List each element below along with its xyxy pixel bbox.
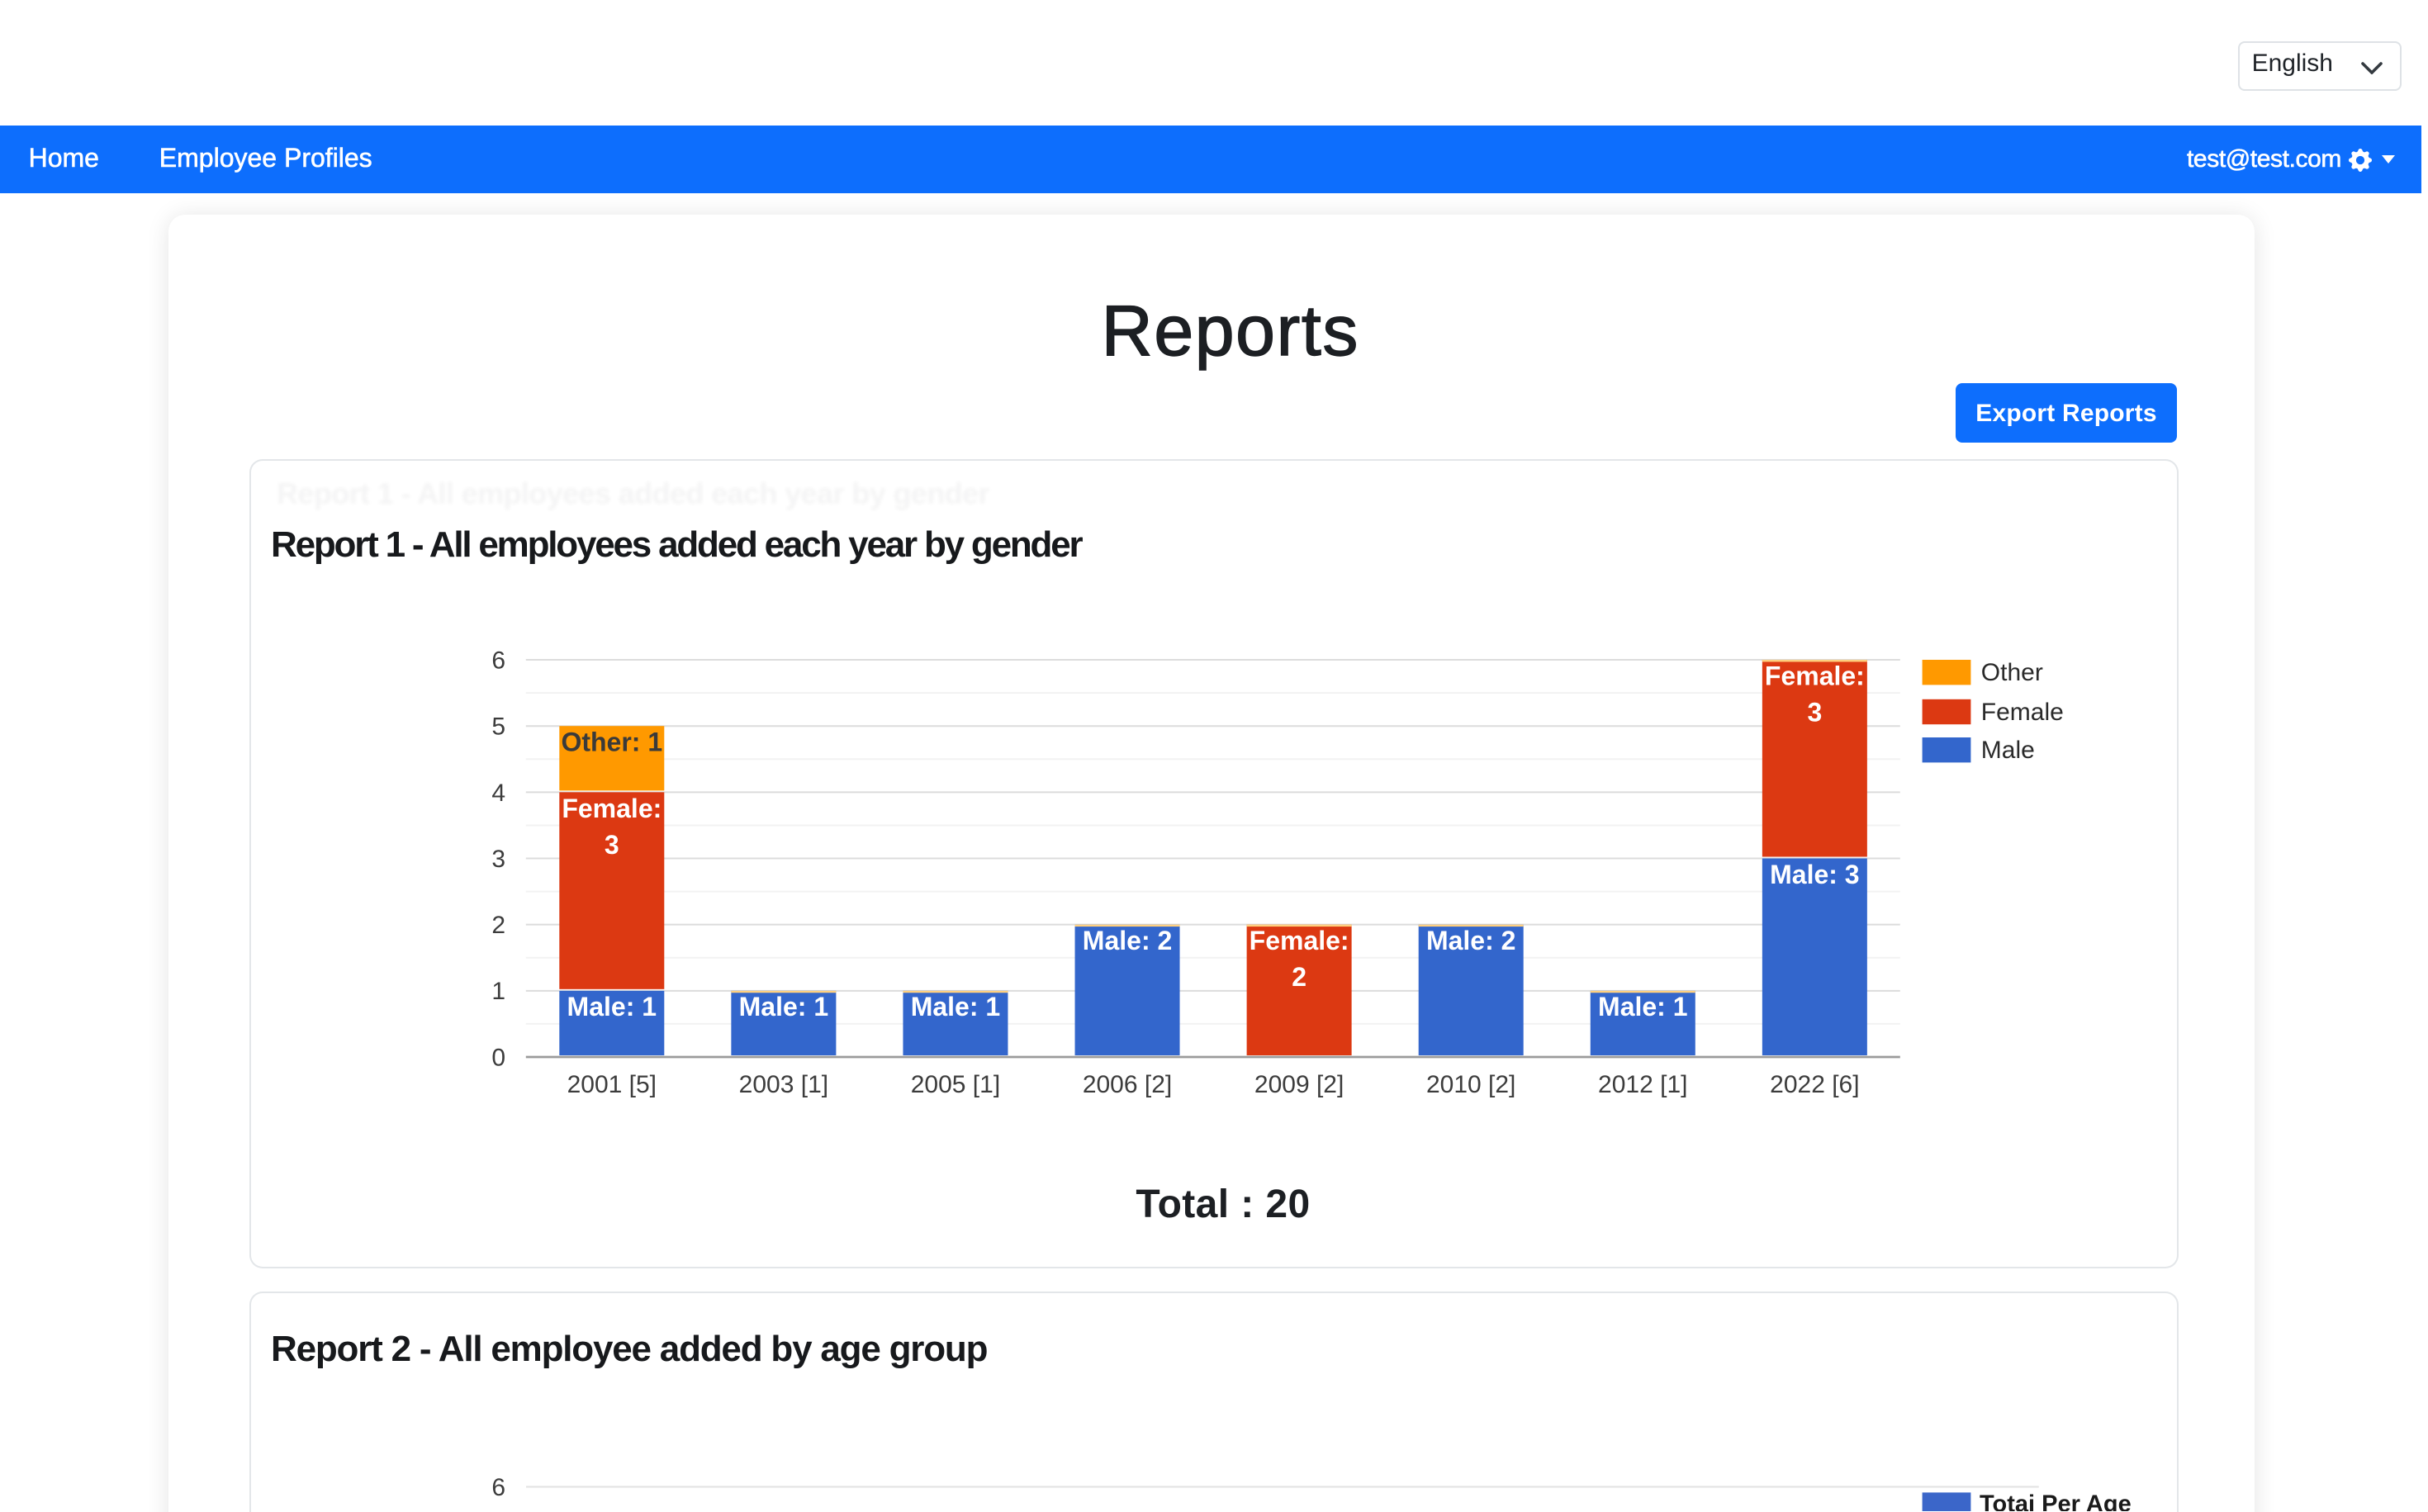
svg-text:2005 [1]: 2005 [1] [911, 1070, 1000, 1097]
svg-text:Male: 3: Male: 3 [1770, 859, 1859, 889]
svg-text:2022 [6]: 2022 [6] [1770, 1070, 1859, 1097]
svg-text:Female:: Female: [562, 793, 662, 822]
svg-text:Male: Male [1981, 736, 2035, 763]
svg-text:2: 2 [1292, 961, 1306, 991]
svg-text:2009 [2]: 2009 [2] [1254, 1070, 1344, 1097]
svg-text:Female: Female [1981, 698, 2064, 725]
svg-text:0: 0 [491, 1043, 505, 1070]
svg-text:3: 3 [605, 829, 619, 859]
svg-text:Female:: Female: [1765, 660, 1865, 690]
svg-text:4: 4 [491, 779, 505, 806]
svg-text:2001 [5]: 2001 [5] [567, 1070, 657, 1097]
svg-text:2003 [1]: 2003 [1] [739, 1070, 828, 1097]
svg-text:Male: 2: Male: 2 [1083, 925, 1172, 955]
svg-text:3: 3 [1807, 696, 1822, 726]
svg-text:Other: 1: Other: 1 [561, 727, 662, 756]
svg-text:5: 5 [491, 713, 505, 740]
svg-text:Male: 1: Male: 1 [1598, 991, 1687, 1021]
svg-text:2010 [2]: 2010 [2] [1426, 1070, 1515, 1097]
svg-text:6: 6 [491, 646, 505, 673]
svg-text:Other: Other [1981, 658, 2043, 685]
svg-text:2006 [2]: 2006 [2] [1083, 1070, 1172, 1097]
svg-text:Male: 1: Male: 1 [739, 991, 828, 1021]
svg-text:1: 1 [491, 977, 505, 1004]
svg-text:Male: 2: Male: 2 [1426, 925, 1515, 955]
svg-text:3: 3 [491, 845, 505, 872]
svg-text:Totai Per Age: Totai Per Age [1980, 1491, 2132, 1511]
svg-text:2012 [1]: 2012 [1] [1598, 1070, 1687, 1097]
svg-text:2: 2 [491, 911, 505, 938]
svg-text:6: 6 [491, 1474, 505, 1501]
svg-text:Male: 1: Male: 1 [567, 991, 657, 1021]
svg-text:Male: 1: Male: 1 [911, 991, 1000, 1021]
svg-text:Female:: Female: [1250, 925, 1349, 955]
